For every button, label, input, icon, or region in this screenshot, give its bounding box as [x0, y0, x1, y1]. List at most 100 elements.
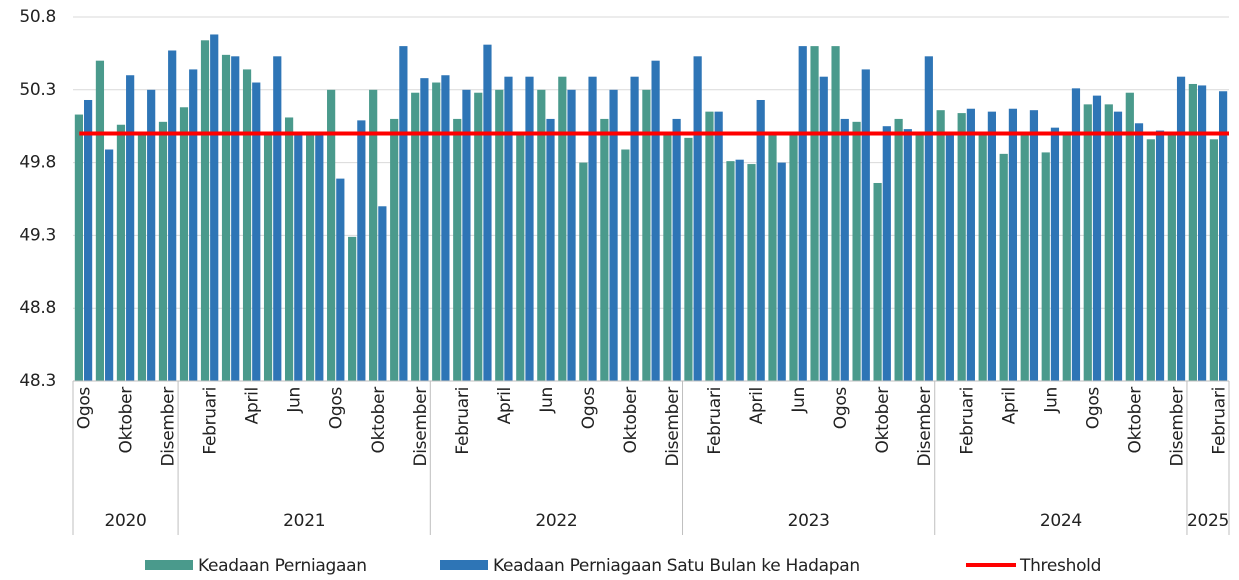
legend-swatch: [440, 560, 488, 570]
bar: [936, 110, 945, 382]
bar: [945, 133, 954, 381]
x-tick-label: Disember: [159, 387, 179, 467]
bar: [411, 92, 420, 381]
bar: [777, 162, 786, 381]
bar: [1071, 88, 1081, 382]
bar: [903, 129, 912, 381]
bar: [168, 50, 177, 381]
bar: [495, 89, 504, 382]
bar: [819, 76, 828, 382]
legend-label: Keadaan Perniagaan Satu Bulan ke Hadapan: [493, 556, 860, 576]
bar: [651, 60, 660, 382]
bar: [221, 54, 231, 382]
bar: [306, 133, 315, 381]
bar: [924, 56, 933, 381]
x-tick-label: Oktober: [369, 387, 389, 454]
bar: [999, 153, 1008, 381]
bar: [588, 76, 597, 382]
y-tick-label: 49.3: [19, 225, 56, 245]
x-tick-label: Disember: [411, 387, 431, 467]
legend-label: Threshold: [1019, 556, 1101, 576]
bar: [798, 46, 807, 382]
x-tick-label: April: [747, 387, 767, 424]
x-tick-label: Disember: [1167, 387, 1187, 467]
bar: [1197, 85, 1207, 381]
x-tick-label: Jun: [1041, 387, 1061, 414]
bar: [348, 236, 357, 381]
bar: [116, 124, 126, 381]
bar: [432, 82, 441, 382]
x-tick-label: Februari: [705, 387, 725, 455]
bar: [147, 89, 156, 382]
bar: [84, 99, 93, 381]
x-tick-label: April: [243, 387, 263, 424]
bar: [1092, 95, 1102, 382]
bar: [768, 133, 777, 381]
bar: [273, 56, 282, 381]
bar: [1113, 111, 1123, 381]
bar: [600, 118, 609, 382]
y-tick-label: 50.8: [19, 7, 56, 27]
bar: [189, 69, 198, 381]
bar: [390, 118, 399, 382]
bar: [1041, 152, 1050, 381]
bar: [756, 99, 765, 381]
bar: [693, 56, 702, 381]
x-tick-label: Jun: [537, 387, 557, 414]
y-tick-label: 49.8: [19, 153, 56, 173]
bar: [789, 133, 798, 381]
bar: [966, 108, 975, 381]
x-tick-label: Jun: [789, 387, 809, 414]
bar: [726, 161, 735, 381]
bar: [852, 121, 861, 381]
bar: [1050, 127, 1060, 381]
group-label: 2023: [788, 511, 830, 531]
bar: [621, 149, 630, 381]
bar: [126, 75, 135, 382]
bar: [1008, 108, 1018, 381]
bar: [957, 113, 966, 381]
bar: [378, 206, 387, 381]
bar: [525, 76, 534, 382]
x-tick-label: Februari: [957, 387, 977, 455]
bar: [915, 133, 924, 381]
x-tick-label: Februari: [453, 387, 473, 455]
x-tick-label: April: [999, 387, 1019, 424]
bar: [105, 149, 114, 381]
legend-label: Keadaan Perniagaan: [198, 556, 367, 576]
x-tick-label: Oktober: [621, 387, 641, 454]
bar: [810, 46, 819, 382]
bar: [537, 89, 546, 382]
bar: [95, 60, 105, 382]
bar: [1209, 139, 1218, 381]
bar: [1218, 91, 1228, 382]
y-tick-label: 50.3: [19, 80, 56, 100]
x-tick-label: Jun: [285, 387, 305, 414]
bar: [567, 89, 576, 382]
bar: [399, 46, 408, 382]
bar: [1104, 104, 1113, 382]
bar: [357, 120, 366, 381]
x-tick-label: Februari: [1209, 387, 1229, 455]
bar: [579, 162, 588, 381]
bar: [861, 69, 870, 381]
x-tick-label: Ogos: [831, 387, 851, 430]
bar: [672, 118, 681, 382]
bar: [336, 178, 345, 381]
bar: [747, 164, 756, 381]
bar: [200, 40, 210, 382]
bar: [158, 121, 168, 381]
bar: [714, 111, 723, 381]
group-label: 2022: [535, 511, 577, 531]
bar: [1167, 133, 1176, 381]
bar: [483, 44, 492, 381]
bar: [210, 34, 219, 382]
bar: [705, 111, 714, 381]
x-tick-label: Disember: [663, 387, 683, 467]
bar: [315, 133, 324, 381]
group-label: 2025: [1187, 511, 1229, 531]
bar: [735, 159, 744, 381]
y-tick-label: 48.8: [19, 298, 56, 318]
bar: [1146, 139, 1155, 381]
